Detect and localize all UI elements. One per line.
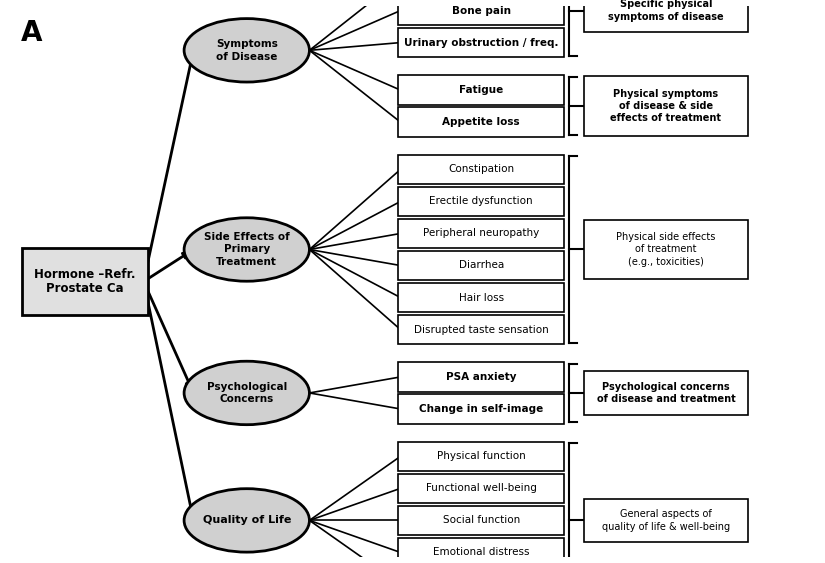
Text: Appetite loss: Appetite loss xyxy=(442,117,520,127)
Text: Physical function: Physical function xyxy=(437,452,526,462)
Ellipse shape xyxy=(184,218,309,282)
Text: Functional well-being: Functional well-being xyxy=(426,484,536,493)
Text: PSA anxiety: PSA anxiety xyxy=(446,372,516,382)
Text: Specific physical
symptoms of disease: Specific physical symptoms of disease xyxy=(608,0,724,22)
Text: General aspects of
quality of life & well-being: General aspects of quality of life & wel… xyxy=(602,509,730,531)
Text: Social function: Social function xyxy=(442,515,520,525)
Text: A: A xyxy=(21,19,42,47)
FancyBboxPatch shape xyxy=(398,186,564,216)
Text: Peripheral neuropathy: Peripheral neuropathy xyxy=(423,229,540,239)
Text: Urinary obstruction / freq.: Urinary obstruction / freq. xyxy=(404,38,559,48)
FancyBboxPatch shape xyxy=(398,441,564,471)
Text: Symptoms
of Disease: Symptoms of Disease xyxy=(216,39,278,61)
FancyBboxPatch shape xyxy=(22,248,148,315)
Text: Disrupted taste sensation: Disrupted taste sensation xyxy=(414,324,549,334)
Text: Change in self-image: Change in self-image xyxy=(419,404,544,414)
FancyBboxPatch shape xyxy=(584,220,748,279)
FancyBboxPatch shape xyxy=(584,77,748,136)
FancyBboxPatch shape xyxy=(398,362,564,392)
FancyBboxPatch shape xyxy=(398,218,564,248)
FancyBboxPatch shape xyxy=(398,283,564,312)
Text: Bone pain: Bone pain xyxy=(452,6,511,16)
FancyBboxPatch shape xyxy=(398,473,564,503)
Text: Physical side effects
of treatment
(e.g., toxicities): Physical side effects of treatment (e.g.… xyxy=(616,232,715,267)
Text: Side Effects of
Primary
Treatment: Side Effects of Primary Treatment xyxy=(204,232,290,267)
Text: Hair loss: Hair loss xyxy=(459,293,504,302)
Text: Emotional distress: Emotional distress xyxy=(433,547,530,557)
Text: Constipation: Constipation xyxy=(448,164,514,175)
FancyBboxPatch shape xyxy=(398,394,564,424)
FancyBboxPatch shape xyxy=(398,315,564,345)
Ellipse shape xyxy=(184,361,309,425)
FancyBboxPatch shape xyxy=(584,0,748,33)
Text: Quality of Life: Quality of Life xyxy=(203,515,291,525)
Ellipse shape xyxy=(184,19,309,82)
Text: Psychological
Concerns: Psychological Concerns xyxy=(206,382,287,404)
FancyBboxPatch shape xyxy=(398,28,564,57)
FancyBboxPatch shape xyxy=(398,107,564,137)
FancyBboxPatch shape xyxy=(398,506,564,535)
Text: Physical symptoms
of disease & side
effects of treatment: Physical symptoms of disease & side effe… xyxy=(610,88,722,123)
FancyBboxPatch shape xyxy=(398,538,564,563)
Ellipse shape xyxy=(184,489,309,552)
FancyBboxPatch shape xyxy=(584,499,748,542)
FancyBboxPatch shape xyxy=(398,155,564,185)
FancyBboxPatch shape xyxy=(398,75,564,105)
FancyBboxPatch shape xyxy=(398,0,564,25)
FancyBboxPatch shape xyxy=(584,371,748,415)
Text: Erectile dysfunction: Erectile dysfunction xyxy=(429,196,533,207)
Text: Psychological concerns
of disease and treatment: Psychological concerns of disease and tr… xyxy=(596,382,735,404)
Text: Hormone –Refr.
Prostate Ca: Hormone –Refr. Prostate Ca xyxy=(35,267,136,296)
Text: Diarrhea: Diarrhea xyxy=(459,261,504,270)
FancyBboxPatch shape xyxy=(398,251,564,280)
Text: Fatigue: Fatigue xyxy=(459,85,503,95)
